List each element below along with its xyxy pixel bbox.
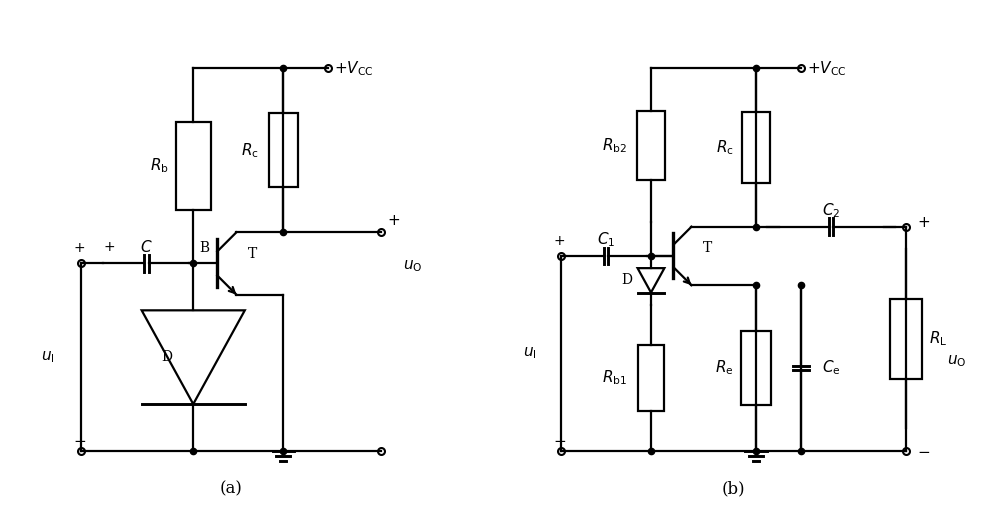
Text: T: T	[248, 248, 256, 261]
Text: $R_{\rm b}$: $R_{\rm b}$	[151, 156, 170, 175]
Bar	[176, 122, 211, 210]
Text: $+V_{\rm CC}$: $+V_{\rm CC}$	[334, 59, 374, 78]
Text: $C_{\rm 1}$: $C_{\rm 1}$	[597, 230, 615, 249]
Text: $+$: $+$	[917, 216, 930, 230]
Bar	[268, 113, 298, 187]
Text: $C$: $C$	[140, 239, 153, 255]
Text: $+$: $+$	[73, 242, 85, 255]
Bar	[637, 111, 665, 180]
Text: $-$: $-$	[553, 432, 566, 447]
Bar	[890, 298, 922, 379]
Text: $R_{\rm b1}$: $R_{\rm b1}$	[602, 368, 627, 387]
Text: $u_{\rm I}$: $u_{\rm I}$	[41, 349, 55, 365]
Text: $+V_{\rm CC}$: $+V_{\rm CC}$	[807, 59, 846, 78]
Text: $+$: $+$	[103, 240, 116, 254]
Text: $u_{\rm O}$: $u_{\rm O}$	[947, 354, 967, 369]
Text: $R_{\rm e}$: $R_{\rm e}$	[715, 359, 734, 377]
Text: D: D	[162, 350, 173, 364]
Bar	[742, 331, 770, 405]
Text: $u_{\rm O}$: $u_{\rm O}$	[403, 258, 423, 274]
Text: (b): (b)	[722, 480, 746, 497]
Text: $C_{\rm e}$: $C_{\rm e}$	[822, 359, 840, 377]
Text: $+$: $+$	[387, 214, 400, 228]
Text: $R_{\rm c}$: $R_{\rm c}$	[242, 141, 259, 160]
Text: B: B	[200, 242, 210, 255]
Text: $R_{\rm b2}$: $R_{\rm b2}$	[602, 136, 627, 155]
Text: (a): (a)	[220, 480, 243, 497]
Text: T: T	[703, 242, 712, 255]
Text: $+$: $+$	[554, 234, 566, 248]
Text: $u_{\rm I}$: $u_{\rm I}$	[523, 346, 537, 361]
Text: $-$: $-$	[73, 432, 86, 447]
Text: $-$: $-$	[917, 444, 930, 458]
Bar	[742, 112, 770, 183]
Text: $R_{\rm c}$: $R_{\rm c}$	[716, 138, 734, 157]
Text: D: D	[621, 273, 632, 287]
Text: $R_{\rm L}$: $R_{\rm L}$	[928, 330, 947, 348]
Text: $C_{\rm 2}$: $C_{\rm 2}$	[822, 201, 840, 219]
Bar	[638, 345, 664, 411]
